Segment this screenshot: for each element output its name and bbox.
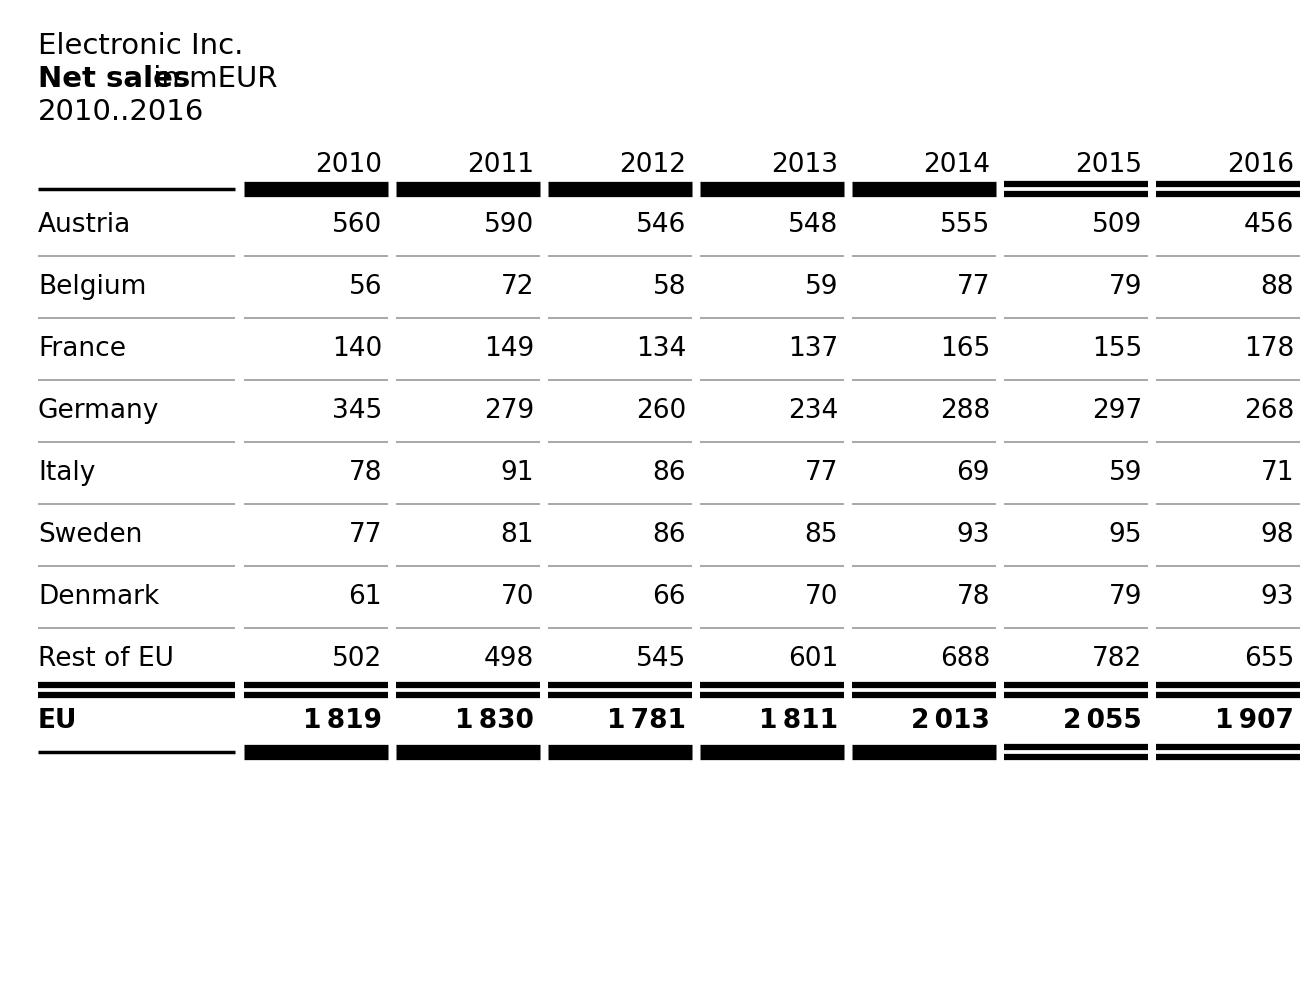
Text: 2015: 2015: [1074, 152, 1141, 178]
Text: 688: 688: [940, 646, 990, 672]
Text: 1 907: 1 907: [1215, 708, 1294, 734]
Text: 86: 86: [652, 460, 686, 486]
Text: 95: 95: [1109, 522, 1141, 548]
Text: 70: 70: [501, 584, 534, 610]
Text: 61: 61: [348, 584, 381, 610]
Text: 59: 59: [1109, 460, 1141, 486]
Text: 93: 93: [956, 522, 990, 548]
Text: 2014: 2014: [923, 152, 990, 178]
Text: 78: 78: [348, 460, 381, 486]
Text: 555: 555: [940, 212, 990, 238]
Text: 81: 81: [501, 522, 534, 548]
Text: 279: 279: [484, 398, 534, 424]
Text: 2 013: 2 013: [911, 708, 990, 734]
Text: in mEUR: in mEUR: [145, 65, 277, 93]
Text: 2013: 2013: [771, 152, 838, 178]
Text: 56: 56: [348, 274, 381, 300]
Text: 66: 66: [652, 584, 686, 610]
Text: 548: 548: [788, 212, 838, 238]
Text: Italy: Italy: [38, 460, 96, 486]
Text: 2010: 2010: [316, 152, 381, 178]
Text: 1 830: 1 830: [455, 708, 534, 734]
Text: 78: 78: [956, 584, 990, 610]
Text: 72: 72: [501, 274, 534, 300]
Text: Belgium: Belgium: [38, 274, 146, 300]
Text: 88: 88: [1261, 274, 1294, 300]
Text: 601: 601: [788, 646, 838, 672]
Text: 782: 782: [1091, 646, 1141, 672]
Text: 98: 98: [1261, 522, 1294, 548]
Text: 502: 502: [331, 646, 381, 672]
Text: 93: 93: [1261, 584, 1294, 610]
Text: Germany: Germany: [38, 398, 159, 424]
Text: 2011: 2011: [467, 152, 534, 178]
Text: 77: 77: [956, 274, 990, 300]
Text: 1 781: 1 781: [608, 708, 686, 734]
Text: 59: 59: [805, 274, 838, 300]
Text: France: France: [38, 336, 126, 362]
Text: 79: 79: [1109, 274, 1141, 300]
Text: 288: 288: [940, 398, 990, 424]
Text: Net sales: Net sales: [38, 65, 191, 93]
Text: 58: 58: [652, 274, 686, 300]
Text: 546: 546: [635, 212, 686, 238]
Text: 498: 498: [484, 646, 534, 672]
Text: 590: 590: [484, 212, 534, 238]
Text: 345: 345: [331, 398, 381, 424]
Text: 2016: 2016: [1227, 152, 1294, 178]
Text: Sweden: Sweden: [38, 522, 142, 548]
Text: 2 055: 2 055: [1064, 708, 1141, 734]
Text: 1 811: 1 811: [759, 708, 838, 734]
Text: 134: 134: [635, 336, 686, 362]
Text: 268: 268: [1244, 398, 1294, 424]
Text: 137: 137: [788, 336, 838, 362]
Text: 297: 297: [1091, 398, 1141, 424]
Text: Denmark: Denmark: [38, 584, 159, 610]
Text: 560: 560: [331, 212, 381, 238]
Text: 2012: 2012: [619, 152, 686, 178]
Text: 86: 86: [652, 522, 686, 548]
Text: 2010..2016: 2010..2016: [38, 98, 204, 126]
Text: 140: 140: [331, 336, 381, 362]
Text: 1 819: 1 819: [302, 708, 381, 734]
Text: Rest of EU: Rest of EU: [38, 646, 174, 672]
Text: 69: 69: [956, 460, 990, 486]
Text: 545: 545: [635, 646, 686, 672]
Text: 77: 77: [348, 522, 381, 548]
Text: 178: 178: [1244, 336, 1294, 362]
Text: Electronic Inc.: Electronic Inc.: [38, 32, 243, 60]
Text: 655: 655: [1244, 646, 1294, 672]
Text: 260: 260: [635, 398, 686, 424]
Text: 85: 85: [805, 522, 838, 548]
Text: EU: EU: [38, 708, 78, 734]
Text: 79: 79: [1109, 584, 1141, 610]
Text: 71: 71: [1261, 460, 1294, 486]
Text: 70: 70: [805, 584, 838, 610]
Text: Austria: Austria: [38, 212, 132, 238]
Text: 234: 234: [788, 398, 838, 424]
Text: 155: 155: [1091, 336, 1141, 362]
Text: 77: 77: [805, 460, 838, 486]
Text: 509: 509: [1091, 212, 1141, 238]
Text: 165: 165: [940, 336, 990, 362]
Text: 91: 91: [501, 460, 534, 486]
Text: 456: 456: [1244, 212, 1294, 238]
Text: 149: 149: [484, 336, 534, 362]
